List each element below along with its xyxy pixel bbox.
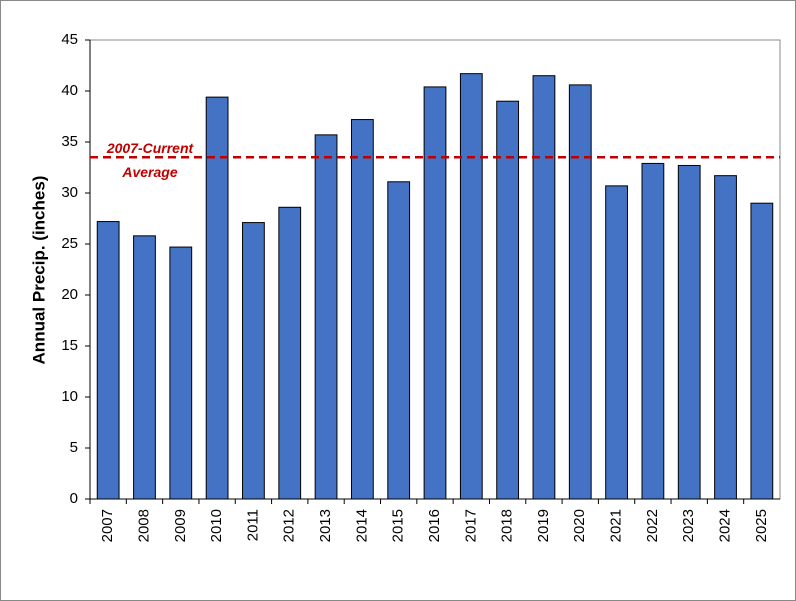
bar (605, 185, 628, 500)
x-tick-label: 2022 (644, 509, 661, 542)
bar (677, 164, 701, 500)
x-tick-label: 2016 (426, 509, 443, 542)
bar (496, 100, 520, 500)
bar (278, 206, 302, 500)
x-tick-label: 2007 (99, 509, 116, 542)
x-tick-label: 2021 (608, 509, 625, 542)
bar (242, 222, 265, 500)
x-tick-label: 2019 (535, 509, 552, 542)
y-axis-label: Annual Precip. (inches) (29, 176, 48, 365)
bar (423, 86, 447, 500)
bar (96, 221, 120, 500)
y-tick-label: 40 (61, 82, 78, 99)
bar (169, 246, 193, 500)
x-tick-label: 2024 (716, 509, 733, 542)
x-tick-label: 2011 (244, 509, 261, 541)
bar (714, 175, 737, 500)
bar (750, 202, 774, 500)
x-tick-label: 2012 (281, 509, 298, 542)
bar (459, 73, 483, 500)
x-tick-label: 2014 (353, 509, 370, 542)
bar (387, 181, 411, 500)
x-tick-label: 2008 (135, 509, 152, 542)
x-tick-label: 2020 (571, 509, 588, 542)
bar (350, 119, 374, 500)
x-tick-label: 2025 (753, 509, 770, 542)
y-tick-label: 30 (61, 184, 78, 201)
bar (532, 75, 556, 500)
y-tick-label: 5 (70, 439, 78, 456)
x-tick-label: 2018 (499, 509, 516, 542)
x-tick-label: 2009 (172, 509, 189, 542)
x-tick-label: 2015 (390, 509, 407, 542)
bar (568, 84, 592, 500)
bar (314, 134, 338, 500)
x-tick-label: 2010 (208, 509, 225, 542)
y-tick-label: 20 (61, 286, 78, 303)
y-tick-label: 0 (70, 490, 78, 507)
average-label: 2007-Current (106, 140, 195, 156)
x-tick-label: 2017 (462, 509, 479, 542)
y-tick-label: 35 (61, 133, 78, 150)
bar (641, 162, 665, 500)
x-tick-label: 2023 (680, 509, 697, 542)
bar (133, 235, 156, 500)
y-tick-label: 45 (61, 31, 78, 48)
y-tick-label: 10 (61, 388, 78, 405)
x-tick-label: 2013 (317, 509, 334, 542)
average-label: Average (121, 164, 177, 180)
y-tick-label: 25 (61, 235, 78, 252)
y-tick-label: 15 (61, 337, 78, 354)
